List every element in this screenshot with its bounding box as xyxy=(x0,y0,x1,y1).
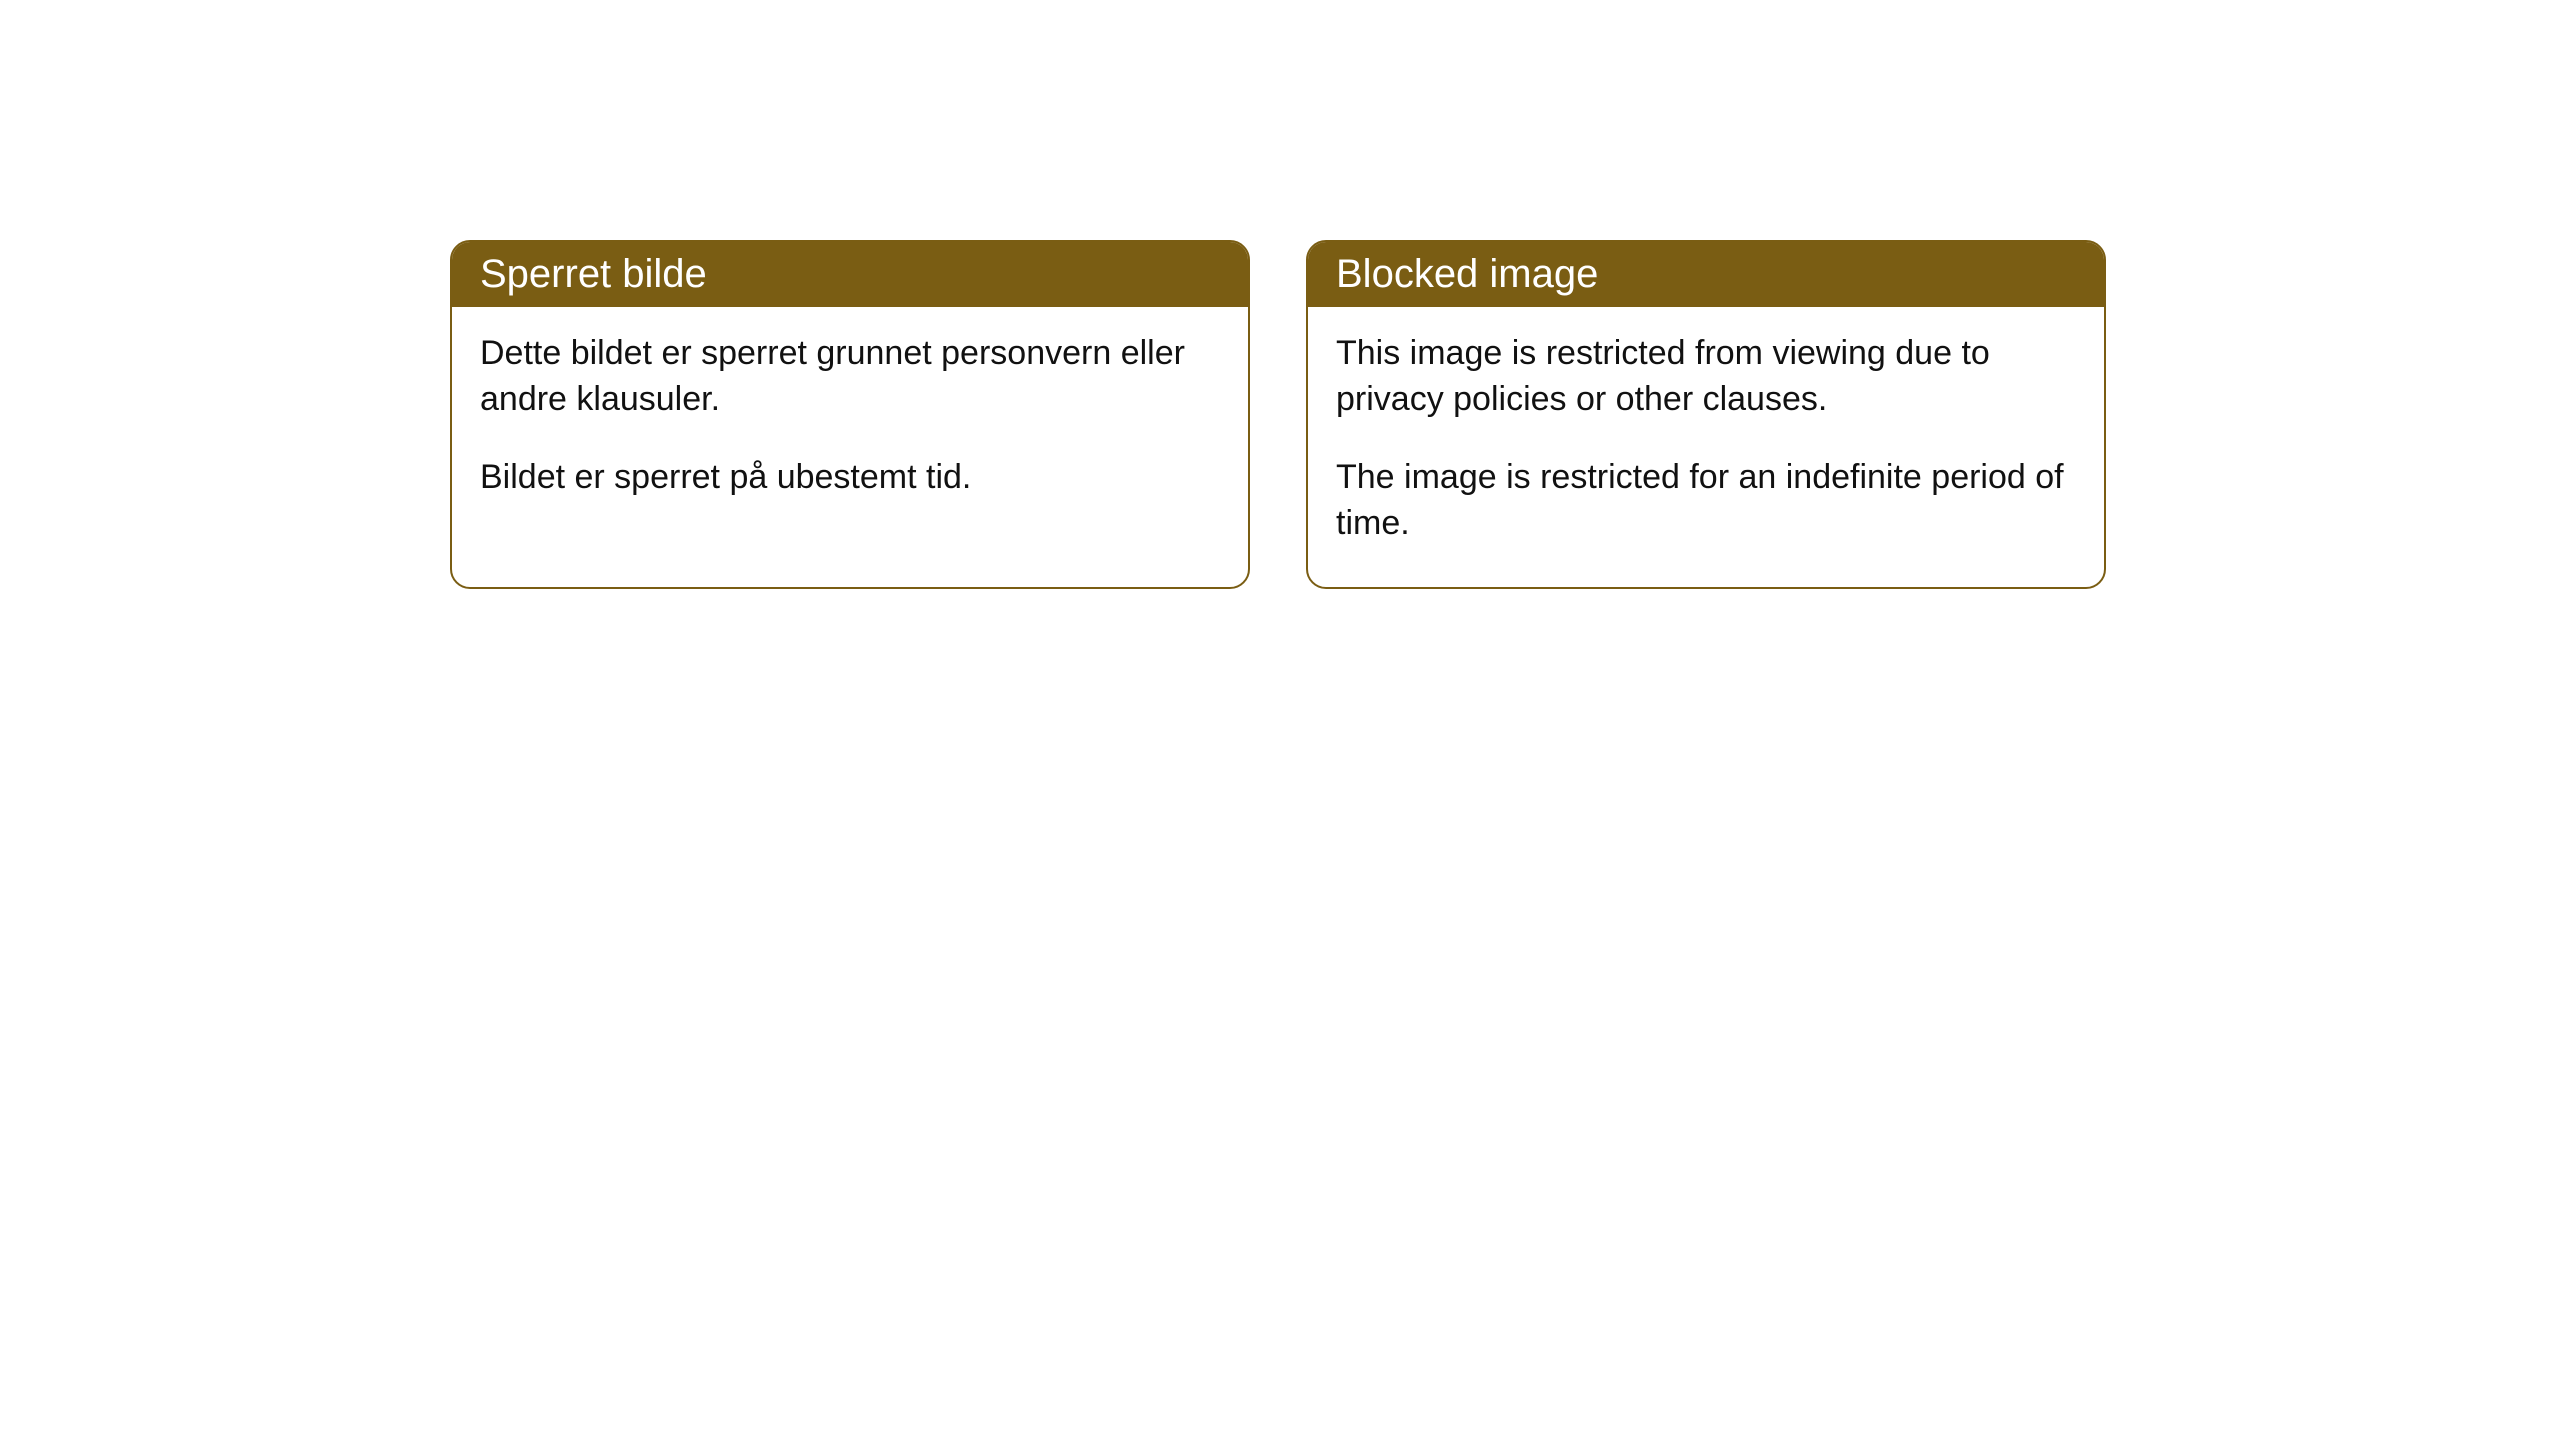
notice-container: Sperret bilde Dette bildet er sperret gr… xyxy=(0,0,2560,589)
card-title: Sperret bilde xyxy=(480,252,707,296)
notice-paragraph: Dette bildet er sperret grunnet personve… xyxy=(480,331,1220,423)
card-header: Blocked image xyxy=(1308,242,2104,307)
card-body: Dette bildet er sperret grunnet personve… xyxy=(452,307,1248,541)
notice-card-english: Blocked image This image is restricted f… xyxy=(1306,240,2106,589)
notice-paragraph: This image is restricted from viewing du… xyxy=(1336,331,2076,423)
notice-paragraph: The image is restricted for an indefinit… xyxy=(1336,455,2076,547)
notice-paragraph: Bildet er sperret på ubestemt tid. xyxy=(480,455,1220,501)
card-header: Sperret bilde xyxy=(452,242,1248,307)
notice-card-norwegian: Sperret bilde Dette bildet er sperret gr… xyxy=(450,240,1250,589)
card-body: This image is restricted from viewing du… xyxy=(1308,307,2104,587)
card-title: Blocked image xyxy=(1336,252,1598,296)
